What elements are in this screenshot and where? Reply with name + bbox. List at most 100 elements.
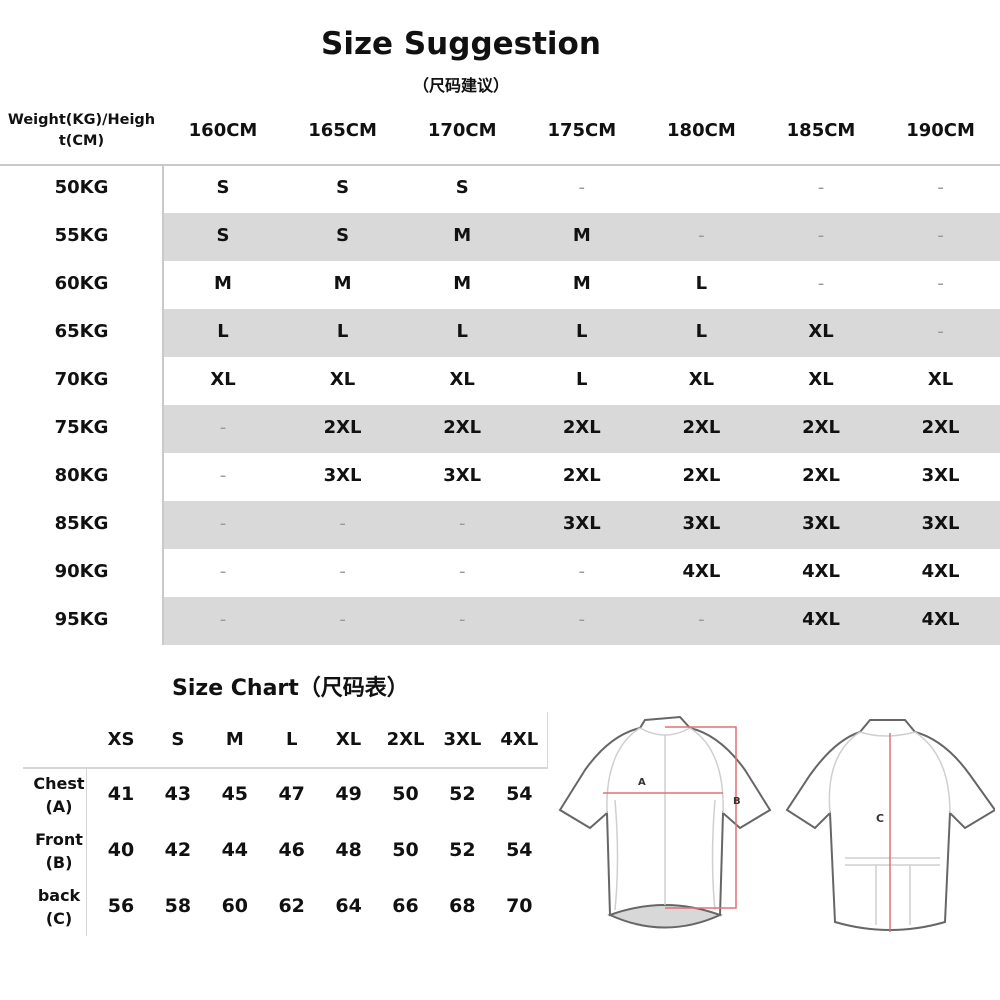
weight-label: 70KG [54, 369, 109, 390]
size-chart-label-divider [86, 768, 87, 936]
weight-label: 95KG [54, 609, 109, 630]
size-cell: - [937, 177, 944, 198]
size-cell: M [572, 225, 591, 246]
size-cell: XL [329, 369, 356, 390]
measure-label-line2: (A) [45, 797, 73, 816]
measure-value: 50 [392, 839, 419, 861]
row-stripe [164, 309, 1000, 357]
size-cell: - [219, 561, 227, 582]
size-cell: - [339, 561, 346, 582]
size-cell: 2XL [802, 465, 840, 486]
size-cell: - [578, 177, 586, 198]
row-stripe [164, 213, 1000, 261]
measure-value: 68 [449, 895, 476, 917]
size-cell: 2XL [682, 417, 721, 438]
label-c: C [876, 812, 884, 825]
corner-header-line1: Weight(KG)/Heigh [7, 112, 156, 128]
size-cell: 2XL [443, 417, 482, 438]
measure-value: 56 [107, 895, 135, 917]
size-header: L [285, 729, 298, 750]
measure-value: 60 [221, 895, 249, 917]
measure-value: 66 [392, 895, 419, 917]
size-cell: - [578, 609, 586, 630]
size-cell: S [336, 225, 350, 246]
height-header: 190CM [906, 120, 975, 141]
size-cell: 3XL [323, 465, 362, 486]
weight-label: 65KG [54, 321, 109, 342]
size-cell: L [576, 321, 588, 342]
height-header: 170CM [427, 120, 497, 141]
size-cell: S [455, 177, 469, 198]
label-b: B [733, 796, 741, 807]
size-chart-title: Size Chart（尺码表） [172, 676, 409, 701]
measure-value: 49 [335, 783, 362, 805]
size-chart-header-divider [23, 767, 548, 769]
size-cell: 3XL [562, 513, 601, 534]
size-cell: XL [449, 369, 475, 390]
measure-value: 40 [107, 839, 135, 861]
measure-value: 52 [449, 839, 476, 861]
size-cell: 3XL [921, 465, 960, 486]
size-cell: 2XL [562, 417, 601, 438]
measure-value: 42 [164, 839, 192, 861]
corner-header: Weight(KG)/Heigh t(CM) [0, 110, 163, 152]
size-cell: M [453, 225, 472, 246]
measure-value: 43 [164, 783, 192, 805]
size-cell: - [937, 225, 944, 246]
size-cell: - [578, 561, 586, 582]
size-cell: S [336, 177, 350, 198]
size-cell: - [458, 609, 466, 630]
measure-value: 52 [449, 783, 476, 805]
size-cell: - [339, 609, 346, 630]
size-cell: - [458, 561, 466, 582]
size-cell: XL [808, 321, 834, 342]
size-cell: - [219, 417, 227, 438]
size-cell: 3XL [802, 513, 840, 534]
size-cell: 4XL [682, 561, 721, 582]
size-cell: S [216, 177, 230, 198]
measure-value: 45 [221, 783, 249, 805]
row-stripe [164, 501, 1000, 549]
measure-label-line1: Chest [33, 774, 85, 793]
jersey-measurement-diagram: A B C [558, 715, 995, 932]
size-cell: - [817, 225, 825, 246]
size-cell: 2XL [921, 417, 960, 438]
label-a: A [638, 777, 646, 788]
page-title: Size Suggestion [321, 26, 601, 62]
size-header: 2XL [386, 729, 425, 750]
measure-label-line1: Front [35, 830, 83, 849]
size-cell: - [937, 273, 944, 294]
measure-value: 41 [107, 783, 135, 805]
front-measure-lines [603, 726, 737, 909]
size-cell: 2XL [802, 417, 840, 438]
measure-value: 64 [335, 895, 362, 917]
size-cell: 4XL [802, 561, 840, 582]
measure-label-line2: (B) [45, 853, 73, 872]
size-cell: - [698, 609, 705, 630]
size-cell: 4XL [802, 609, 840, 630]
measure-value: 48 [335, 839, 362, 861]
size-cell: - [937, 321, 944, 342]
size-cell: M [572, 273, 591, 294]
row-stripe [164, 597, 1000, 645]
measure-value: 54 [506, 783, 533, 805]
measure-value: 54 [506, 839, 533, 861]
size-cell: L [695, 321, 708, 342]
size-header: XS [107, 729, 135, 750]
size-cell: L [456, 321, 468, 342]
size-header: M [225, 729, 244, 750]
size-header: 3XL [443, 729, 482, 750]
measure-label: back (C) [23, 884, 95, 930]
size-header: XL [335, 729, 362, 750]
jersey-back [785, 719, 995, 931]
measure-label: Chest (A) [23, 772, 95, 818]
measure-value: 50 [392, 783, 419, 805]
size-header: S [171, 729, 185, 750]
measure-value: 58 [164, 895, 192, 917]
size-cell: - [219, 609, 227, 630]
size-cell: 2XL [682, 465, 721, 486]
size-cell: 3XL [921, 513, 960, 534]
row-stripe [164, 405, 1000, 453]
size-cell: - [817, 177, 825, 198]
size-cell: 3XL [682, 513, 721, 534]
